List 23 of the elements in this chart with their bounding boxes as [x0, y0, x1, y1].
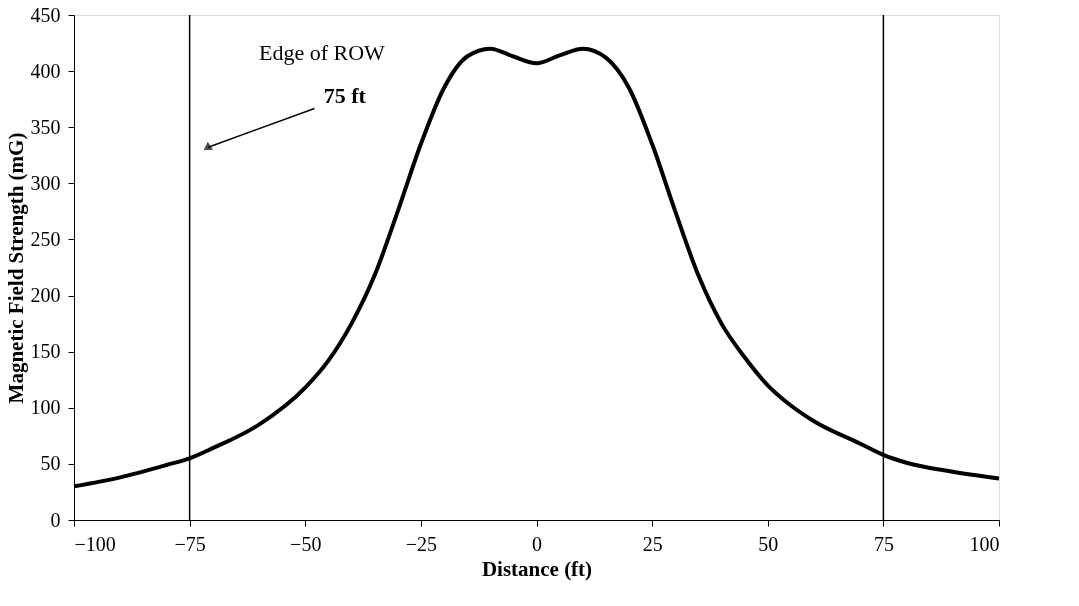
x-tick-label: 100 [969, 532, 1000, 555]
y-tick-label: 300 [30, 171, 61, 194]
x-tick-label: 25 [642, 532, 663, 555]
y-axis-title: Magnetic Field Strength (mG) [3, 132, 28, 404]
y-tick-label: 0 [50, 508, 61, 531]
y-tick-label: 150 [30, 340, 61, 363]
y-tick-label: 100 [30, 396, 61, 419]
y-tick-label: 350 [30, 115, 61, 138]
x-tick-label: 50 [758, 532, 779, 555]
annotation: Edge of ROW [259, 39, 386, 65]
x-tick-label: −100 [74, 532, 116, 555]
y-tick-label: 400 [30, 59, 61, 82]
x-tick-label: 0 [532, 532, 542, 555]
x-tick-label: 75 [873, 532, 894, 555]
annotation: 75 ft [323, 82, 367, 108]
x-axis-title: Distance (ft) [481, 556, 593, 581]
y-tick-label: 50 [40, 452, 61, 475]
y-tick-label: 450 [30, 3, 61, 26]
x-tick-label: −25 [405, 532, 438, 555]
x-tick-label: −75 [174, 532, 206, 555]
y-tick-label: 250 [30, 227, 61, 250]
y-tick-label: 200 [30, 284, 61, 307]
x-tick-label: −50 [290, 532, 322, 555]
